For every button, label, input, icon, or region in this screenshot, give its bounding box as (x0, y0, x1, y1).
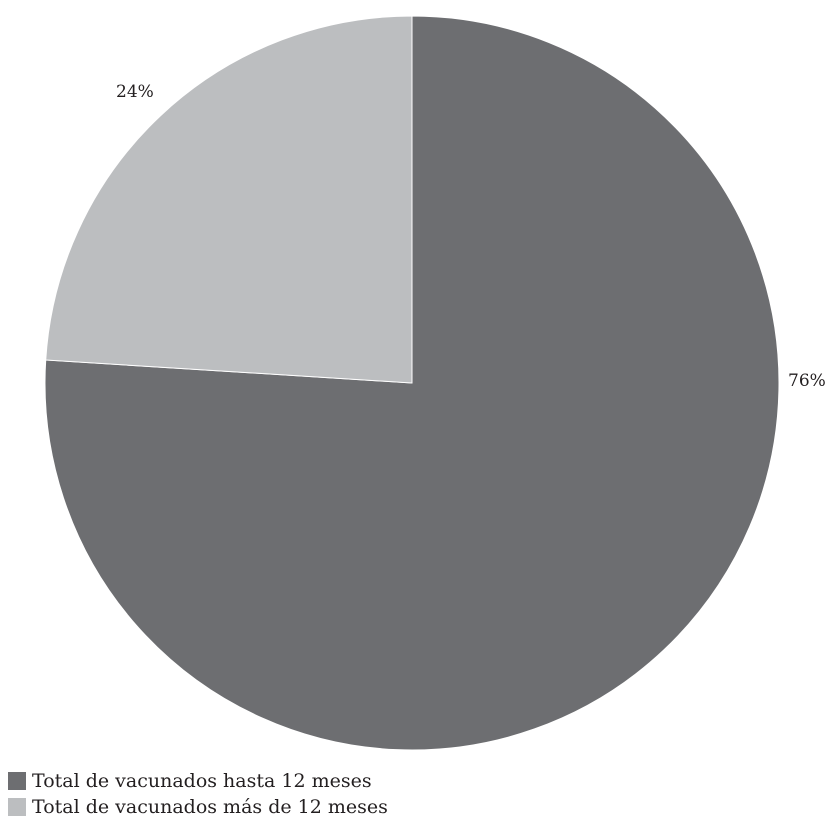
legend-item-hasta-12-meses: Total de vacunados hasta 12 meses (8, 768, 388, 794)
pie-chart: 76% 24% (44, 15, 826, 751)
legend-label-mas-de-12-meses: Total de vacunados más de 12 meses (32, 796, 388, 818)
legend-swatch-hasta-12-meses (8, 772, 26, 790)
pie-slice-1 (45, 15, 413, 384)
legend-swatch-mas-de-12-meses (8, 798, 26, 816)
legend-item-mas-de-12-meses: Total de vacunados más de 12 meses (8, 794, 388, 820)
slice-data-label-1: 24% (116, 82, 154, 102)
legend-label-hasta-12-meses: Total de vacunados hasta 12 meses (32, 770, 372, 792)
slice-data-label-0: 76% (788, 371, 826, 391)
chart-legend: Total de vacunados hasta 12 meses Total … (8, 768, 388, 820)
